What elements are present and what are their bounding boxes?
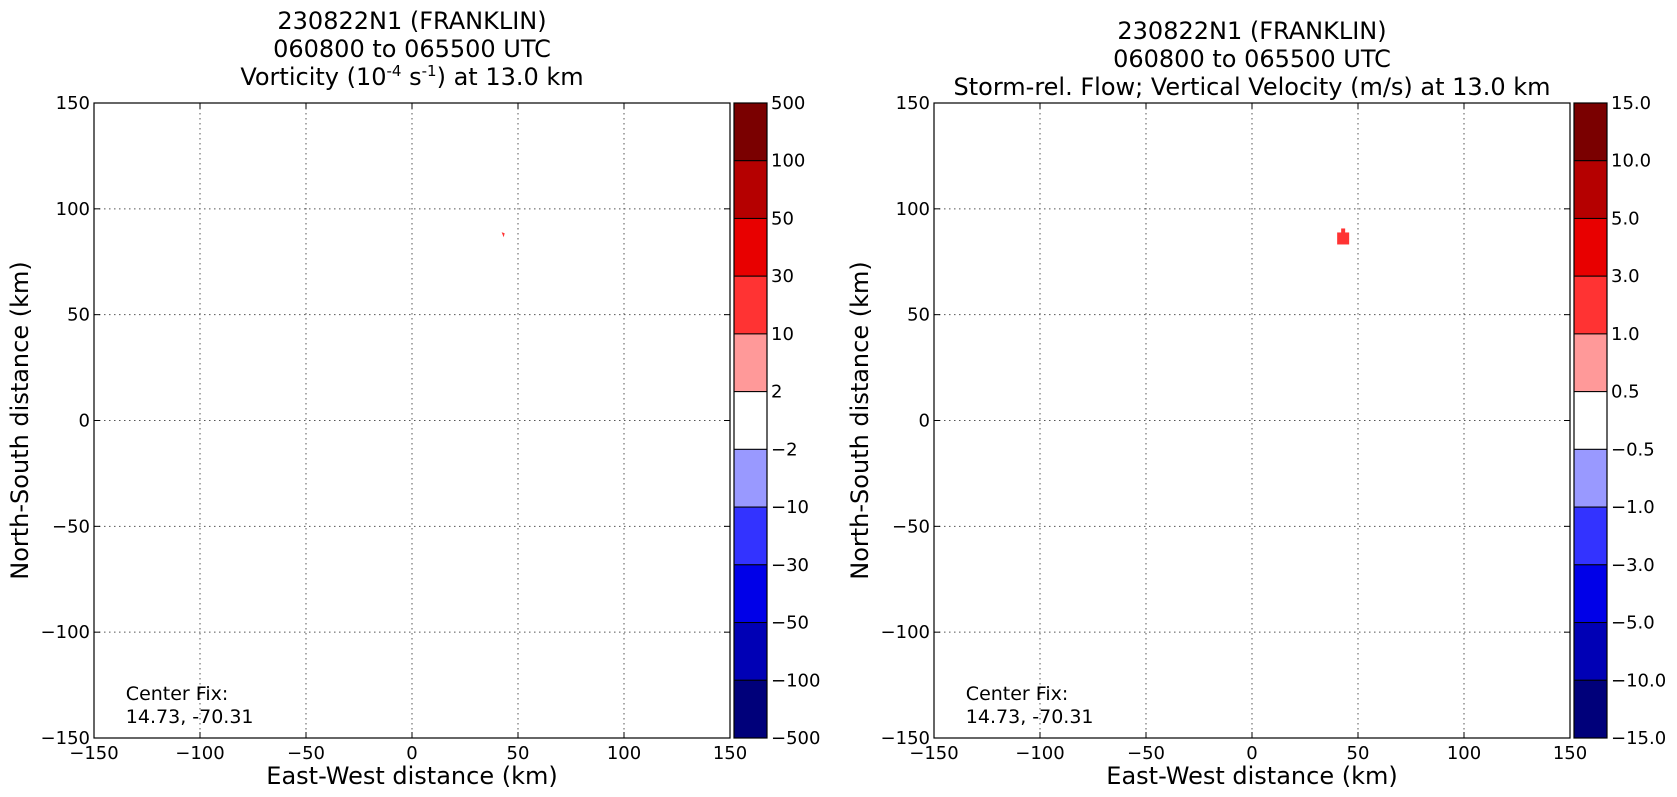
right-colorbar-label: −0.5 (1611, 439, 1655, 460)
left-colorbar-band (733, 622, 768, 681)
left-xtick-label: −50 (287, 743, 325, 764)
left-xaxis-label: East-West distance (km) (266, 762, 557, 790)
right-xtick-label: 0 (1246, 743, 1257, 764)
right-xtick-label: −150 (909, 743, 958, 764)
left-colorbar-label: −10 (771, 497, 809, 518)
right-xaxis-label: East-West distance (km) (1106, 762, 1397, 790)
left-center-fix-label: Center Fix: (126, 683, 228, 705)
left-title-line-3: Vorticity (10-4 s-1) at 13.0 km (240, 62, 584, 91)
right-colorbar-band (1573, 564, 1608, 624)
left-xtick-label: −100 (175, 743, 224, 764)
left-colorbar-label: 2 (771, 382, 782, 403)
left-center-fix-value: 14.73, -70.31 (126, 706, 254, 728)
left-ytick-label: −150 (41, 728, 90, 749)
left-xtick-label: 0 (406, 743, 417, 764)
right-ytick-label: −100 (881, 622, 930, 643)
left-colorbar-label: −30 (771, 555, 809, 576)
right-colorbar-band (1573, 622, 1608, 681)
right-colorbar-label: −15.0 (1611, 728, 1666, 749)
left-colorbar-label: 100 (771, 151, 805, 172)
right-colorbar-band (1573, 160, 1608, 219)
left-colorbar-band (733, 564, 768, 624)
right-ytick-label: 100 (896, 199, 930, 220)
right-ytick-label: −50 (892, 516, 930, 537)
left-colorbar-label: 500 (771, 93, 805, 114)
left-ytick-label: 100 (56, 199, 90, 220)
right-colorbar-label: −10.0 (1611, 670, 1666, 691)
left-colorbar-band (733, 160, 768, 219)
right-xtick-label: −100 (1015, 743, 1064, 764)
right-xtick-label: −50 (1127, 743, 1165, 764)
right-colorbar-label: −3.0 (1611, 555, 1655, 576)
right-colorbar-label: 1.0 (1611, 324, 1640, 345)
right-feature-blob (1337, 232, 1350, 245)
right-xtick-label: 150 (1553, 743, 1587, 764)
right-ytick-label: 150 (896, 93, 930, 114)
left-colorbar-label: −2 (771, 439, 798, 460)
right-feature-blob-top (1341, 228, 1346, 234)
right-colorbar-band (1573, 679, 1608, 739)
left-title-line-2: 060800 to 065500 UTC (273, 35, 551, 63)
right-title-line-3: Storm-rel. Flow; Vertical Velocity (m/s)… (953, 73, 1551, 101)
right-colorbar-band (1573, 102, 1608, 162)
left-colorbar-label: −500 (771, 728, 820, 749)
right-colorbar-band (1573, 448, 1608, 508)
left-colorbar-label: 30 (771, 266, 794, 287)
left-colorbar-band (733, 275, 768, 335)
left-colorbar-band (733, 506, 768, 566)
left-colorbar-label: 10 (771, 324, 794, 345)
right-colorbar-band (1573, 275, 1608, 335)
right-xtick-label: 50 (1347, 743, 1370, 764)
left-colorbar-frame (733, 102, 768, 739)
left-colorbar-band (733, 102, 768, 162)
right-title-line-1: 230822N1 (FRANKLIN) (1117, 17, 1387, 45)
left-xtick-label: −150 (69, 743, 118, 764)
right-colorbar-label: 5.0 (1611, 208, 1640, 229)
right-colorbar-band (1573, 506, 1608, 566)
left-colorbar-label: 50 (771, 208, 794, 229)
right-colorbar-label: 15.0 (1611, 93, 1651, 114)
right-center-fix-label: Center Fix: (966, 683, 1068, 705)
right-colorbar-band (1573, 217, 1608, 277)
right-title-line-2: 060800 to 065500 UTC (1113, 45, 1391, 73)
left-colorbar-label: −100 (771, 670, 820, 691)
left-colorbar-band (733, 679, 768, 739)
left-colorbar-band (733, 448, 768, 508)
right-colorbar-label: −5.0 (1611, 613, 1655, 634)
right-yaxis-label: North-South distance (km) (846, 261, 874, 580)
left-ytick-label: 150 (56, 93, 90, 114)
right-colorbar-frame (1573, 102, 1608, 739)
right-colorbar-band (1573, 333, 1608, 393)
left-colorbar-band (733, 391, 768, 450)
left-ytick-label: −100 (41, 622, 90, 643)
left-chart-title: 230822N1 (FRANKLIN) 060800 to 065500 UTC… (94, 7, 730, 91)
left-yaxis-label: North-South distance (km) (6, 261, 34, 580)
right-ytick-label: 50 (907, 305, 930, 326)
left-xtick-label: 150 (713, 743, 747, 764)
left-xtick-label: 100 (607, 743, 641, 764)
right-colorbar-label: −1.0 (1611, 497, 1655, 518)
left-feature-speck (501, 232, 505, 238)
right-chart-title: 230822N1 (FRANKLIN) 060800 to 065500 UTC… (934, 17, 1570, 101)
right-colorbar-band (1573, 391, 1608, 450)
left-colorbar-band (733, 217, 768, 277)
left-ytick-label: 50 (67, 305, 90, 326)
left-ytick-label: −50 (52, 516, 90, 537)
right-xtick-label: 100 (1447, 743, 1481, 764)
right-colorbar-label: 0.5 (1611, 382, 1640, 403)
right-colorbar-label: 10.0 (1611, 151, 1651, 172)
left-title-line-1: 230822N1 (FRANKLIN) (277, 7, 547, 35)
right-colorbar-label: 3.0 (1611, 266, 1640, 287)
right-ytick-label: 0 (919, 411, 930, 432)
left-colorbar-band (733, 333, 768, 393)
left-xtick-label: 50 (507, 743, 530, 764)
left-colorbar-label: −50 (771, 613, 809, 634)
right-center-fix-value: 14.73, -70.31 (966, 706, 1094, 728)
right-ytick-label: −150 (881, 728, 930, 749)
left-ytick-label: 0 (79, 411, 90, 432)
